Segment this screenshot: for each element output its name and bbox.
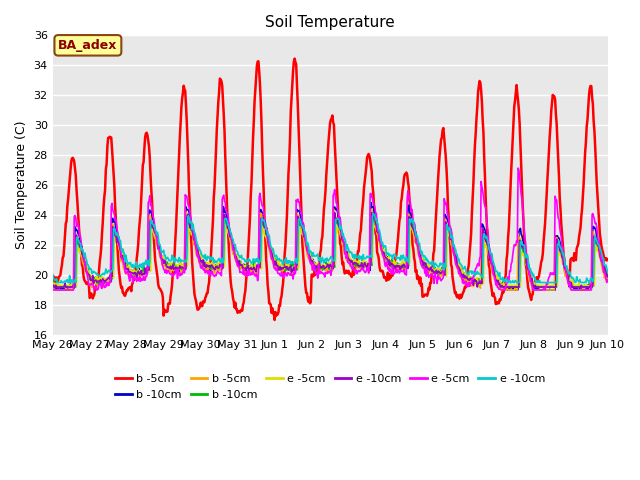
e -5cm: [49, 280, 56, 286]
b -5cm: [604, 275, 611, 281]
b -5cm: [330, 206, 337, 212]
e -10cm: [369, 210, 377, 216]
e -10cm: [49, 284, 56, 289]
e -5cm: [322, 270, 330, 276]
e -10cm: [554, 242, 562, 248]
b -5cm: [554, 155, 562, 161]
e -10cm: [432, 261, 440, 266]
b -5cm: [172, 265, 179, 271]
e -5cm: [554, 207, 561, 213]
Line: e -10cm: e -10cm: [52, 213, 607, 287]
b -5cm: [323, 268, 330, 274]
e -10cm: [323, 258, 330, 264]
e -5cm: [49, 287, 56, 293]
b -5cm: [195, 260, 203, 266]
e -5cm: [52, 283, 60, 288]
e -10cm: [554, 239, 562, 245]
e -10cm: [195, 245, 203, 251]
Text: BA_adex: BA_adex: [58, 39, 118, 52]
b -10cm: [195, 252, 203, 258]
b -10cm: [432, 270, 440, 276]
b -10cm: [54, 284, 61, 290]
b -5cm: [604, 256, 611, 262]
e -5cm: [604, 277, 611, 283]
e -10cm: [377, 236, 385, 241]
e -5cm: [376, 237, 383, 243]
b -10cm: [58, 287, 66, 293]
e -10cm: [49, 271, 56, 277]
e -5cm: [554, 250, 562, 256]
Line: e -10cm: e -10cm: [52, 213, 607, 283]
b -5cm: [323, 161, 331, 167]
b -5cm: [291, 56, 298, 61]
b -10cm: [554, 235, 562, 240]
Line: b -10cm: b -10cm: [52, 216, 607, 287]
Y-axis label: Soil Temperature (C): Soil Temperature (C): [15, 121, 28, 250]
b -5cm: [377, 268, 385, 274]
e -10cm: [54, 280, 61, 286]
b -10cm: [554, 242, 562, 248]
b -10cm: [195, 253, 203, 259]
b -5cm: [554, 237, 562, 242]
e -5cm: [221, 221, 229, 227]
b -10cm: [432, 267, 440, 273]
b -5cm: [195, 307, 202, 312]
b -10cm: [377, 243, 385, 249]
Title: Soil Temperature: Soil Temperature: [265, 15, 395, 30]
b -10cm: [49, 278, 56, 284]
Line: b -5cm: b -5cm: [52, 209, 607, 290]
b -5cm: [432, 219, 440, 225]
b -5cm: [49, 278, 56, 284]
e -5cm: [377, 238, 385, 244]
b -10cm: [172, 263, 179, 269]
e -5cm: [430, 280, 438, 286]
b -10cm: [604, 273, 611, 279]
b -5cm: [432, 269, 440, 275]
b -5cm: [377, 248, 385, 253]
Line: b -10cm: b -10cm: [52, 203, 607, 290]
e -5cm: [195, 252, 202, 258]
b -5cm: [49, 283, 56, 289]
e -5cm: [171, 272, 179, 277]
b -10cm: [370, 214, 378, 219]
Legend: b -5cm, b -10cm, b -5cm, b -10cm, e -5cm, e -10cm, e -5cm, e -10cm: b -5cm, b -10cm, b -5cm, b -10cm, e -5cm…: [111, 370, 549, 404]
e -10cm: [604, 274, 611, 280]
b -10cm: [604, 276, 611, 282]
e -10cm: [432, 271, 440, 277]
e -10cm: [195, 253, 203, 259]
b -10cm: [323, 259, 330, 265]
e -10cm: [172, 266, 179, 272]
b -10cm: [49, 282, 56, 288]
b -10cm: [367, 200, 375, 205]
e -5cm: [172, 264, 179, 269]
e -10cm: [172, 255, 179, 261]
e -10cm: [368, 210, 376, 216]
e -5cm: [195, 248, 203, 254]
Line: b -5cm: b -5cm: [52, 59, 607, 320]
e -10cm: [51, 284, 58, 290]
Line: e -5cm: e -5cm: [52, 168, 607, 290]
e -10cm: [377, 241, 385, 247]
e -5cm: [323, 264, 331, 270]
b -5cm: [171, 255, 179, 261]
e -10cm: [604, 269, 611, 275]
b -10cm: [377, 241, 385, 247]
b -10cm: [323, 263, 330, 268]
e -5cm: [604, 270, 611, 276]
b -5cm: [271, 317, 278, 323]
e -5cm: [515, 165, 522, 171]
e -5cm: [432, 266, 440, 272]
b -10cm: [172, 270, 179, 276]
Line: e -5cm: e -5cm: [52, 224, 607, 286]
b -5cm: [51, 287, 59, 293]
e -10cm: [323, 264, 330, 270]
